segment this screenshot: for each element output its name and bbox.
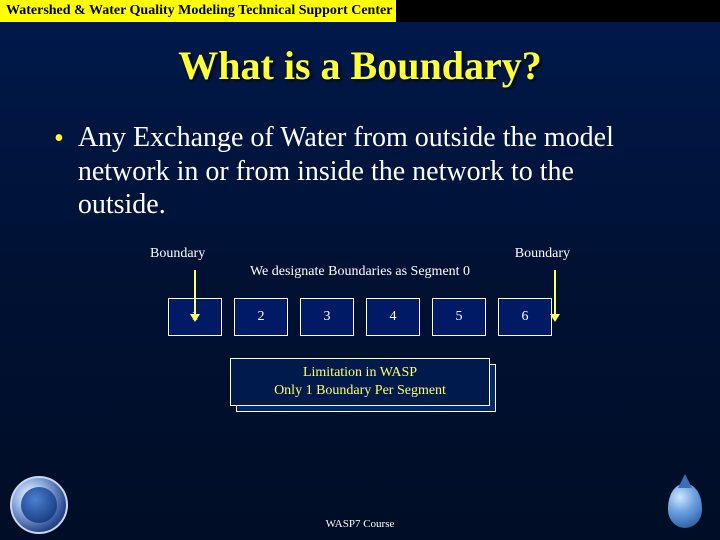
segment-box: 6 bbox=[498, 298, 552, 336]
header-bar: Watershed & Water Quality Modeling Techn… bbox=[0, 0, 720, 22]
segment-box: 4 bbox=[366, 298, 420, 336]
arrows-row: We designate Boundaries as Segment 0 bbox=[140, 262, 580, 288]
header-black-strip bbox=[396, 0, 720, 22]
segments-row: 1 2 3 4 5 6 bbox=[168, 298, 552, 336]
water-drop-icon bbox=[668, 484, 706, 532]
note-box-wrap: Limitation in WASP Only 1 Boundary Per S… bbox=[230, 358, 490, 406]
boundary-labels-row: Boundary Boundary bbox=[140, 246, 580, 262]
note-box: Limitation in WASP Only 1 Boundary Per S… bbox=[230, 358, 490, 406]
segments-container: 1 2 3 4 5 6 bbox=[140, 292, 580, 336]
boundary-label-right: Boundary bbox=[515, 246, 570, 262]
segment-box: 3 bbox=[300, 298, 354, 336]
arrow-right-icon bbox=[554, 270, 556, 314]
note-line1: Limitation in WASP bbox=[303, 364, 417, 382]
bullet-text: Any Exchange of Water from outside the m… bbox=[78, 121, 666, 222]
epa-seal-icon bbox=[10, 476, 68, 534]
footer-text: WASP7 Course bbox=[0, 518, 720, 530]
epa-seal-inner bbox=[21, 487, 57, 523]
slide-title: What is a Boundary? bbox=[0, 42, 720, 89]
designate-text: We designate Boundaries as Segment 0 bbox=[250, 264, 470, 280]
note-line2: Only 1 Boundary Per Segment bbox=[274, 382, 446, 400]
header-label: Watershed & Water Quality Modeling Techn… bbox=[6, 3, 392, 19]
bullet-marker: • bbox=[54, 125, 64, 153]
segment-box: 5 bbox=[432, 298, 486, 336]
drop-shape bbox=[668, 484, 702, 528]
boundary-diagram: Boundary Boundary We designate Boundarie… bbox=[140, 246, 580, 406]
boundary-label-left: Boundary bbox=[150, 246, 205, 262]
arrow-left-icon bbox=[194, 270, 196, 314]
segment-box: 2 bbox=[234, 298, 288, 336]
bullet-block: • Any Exchange of Water from outside the… bbox=[54, 121, 666, 222]
